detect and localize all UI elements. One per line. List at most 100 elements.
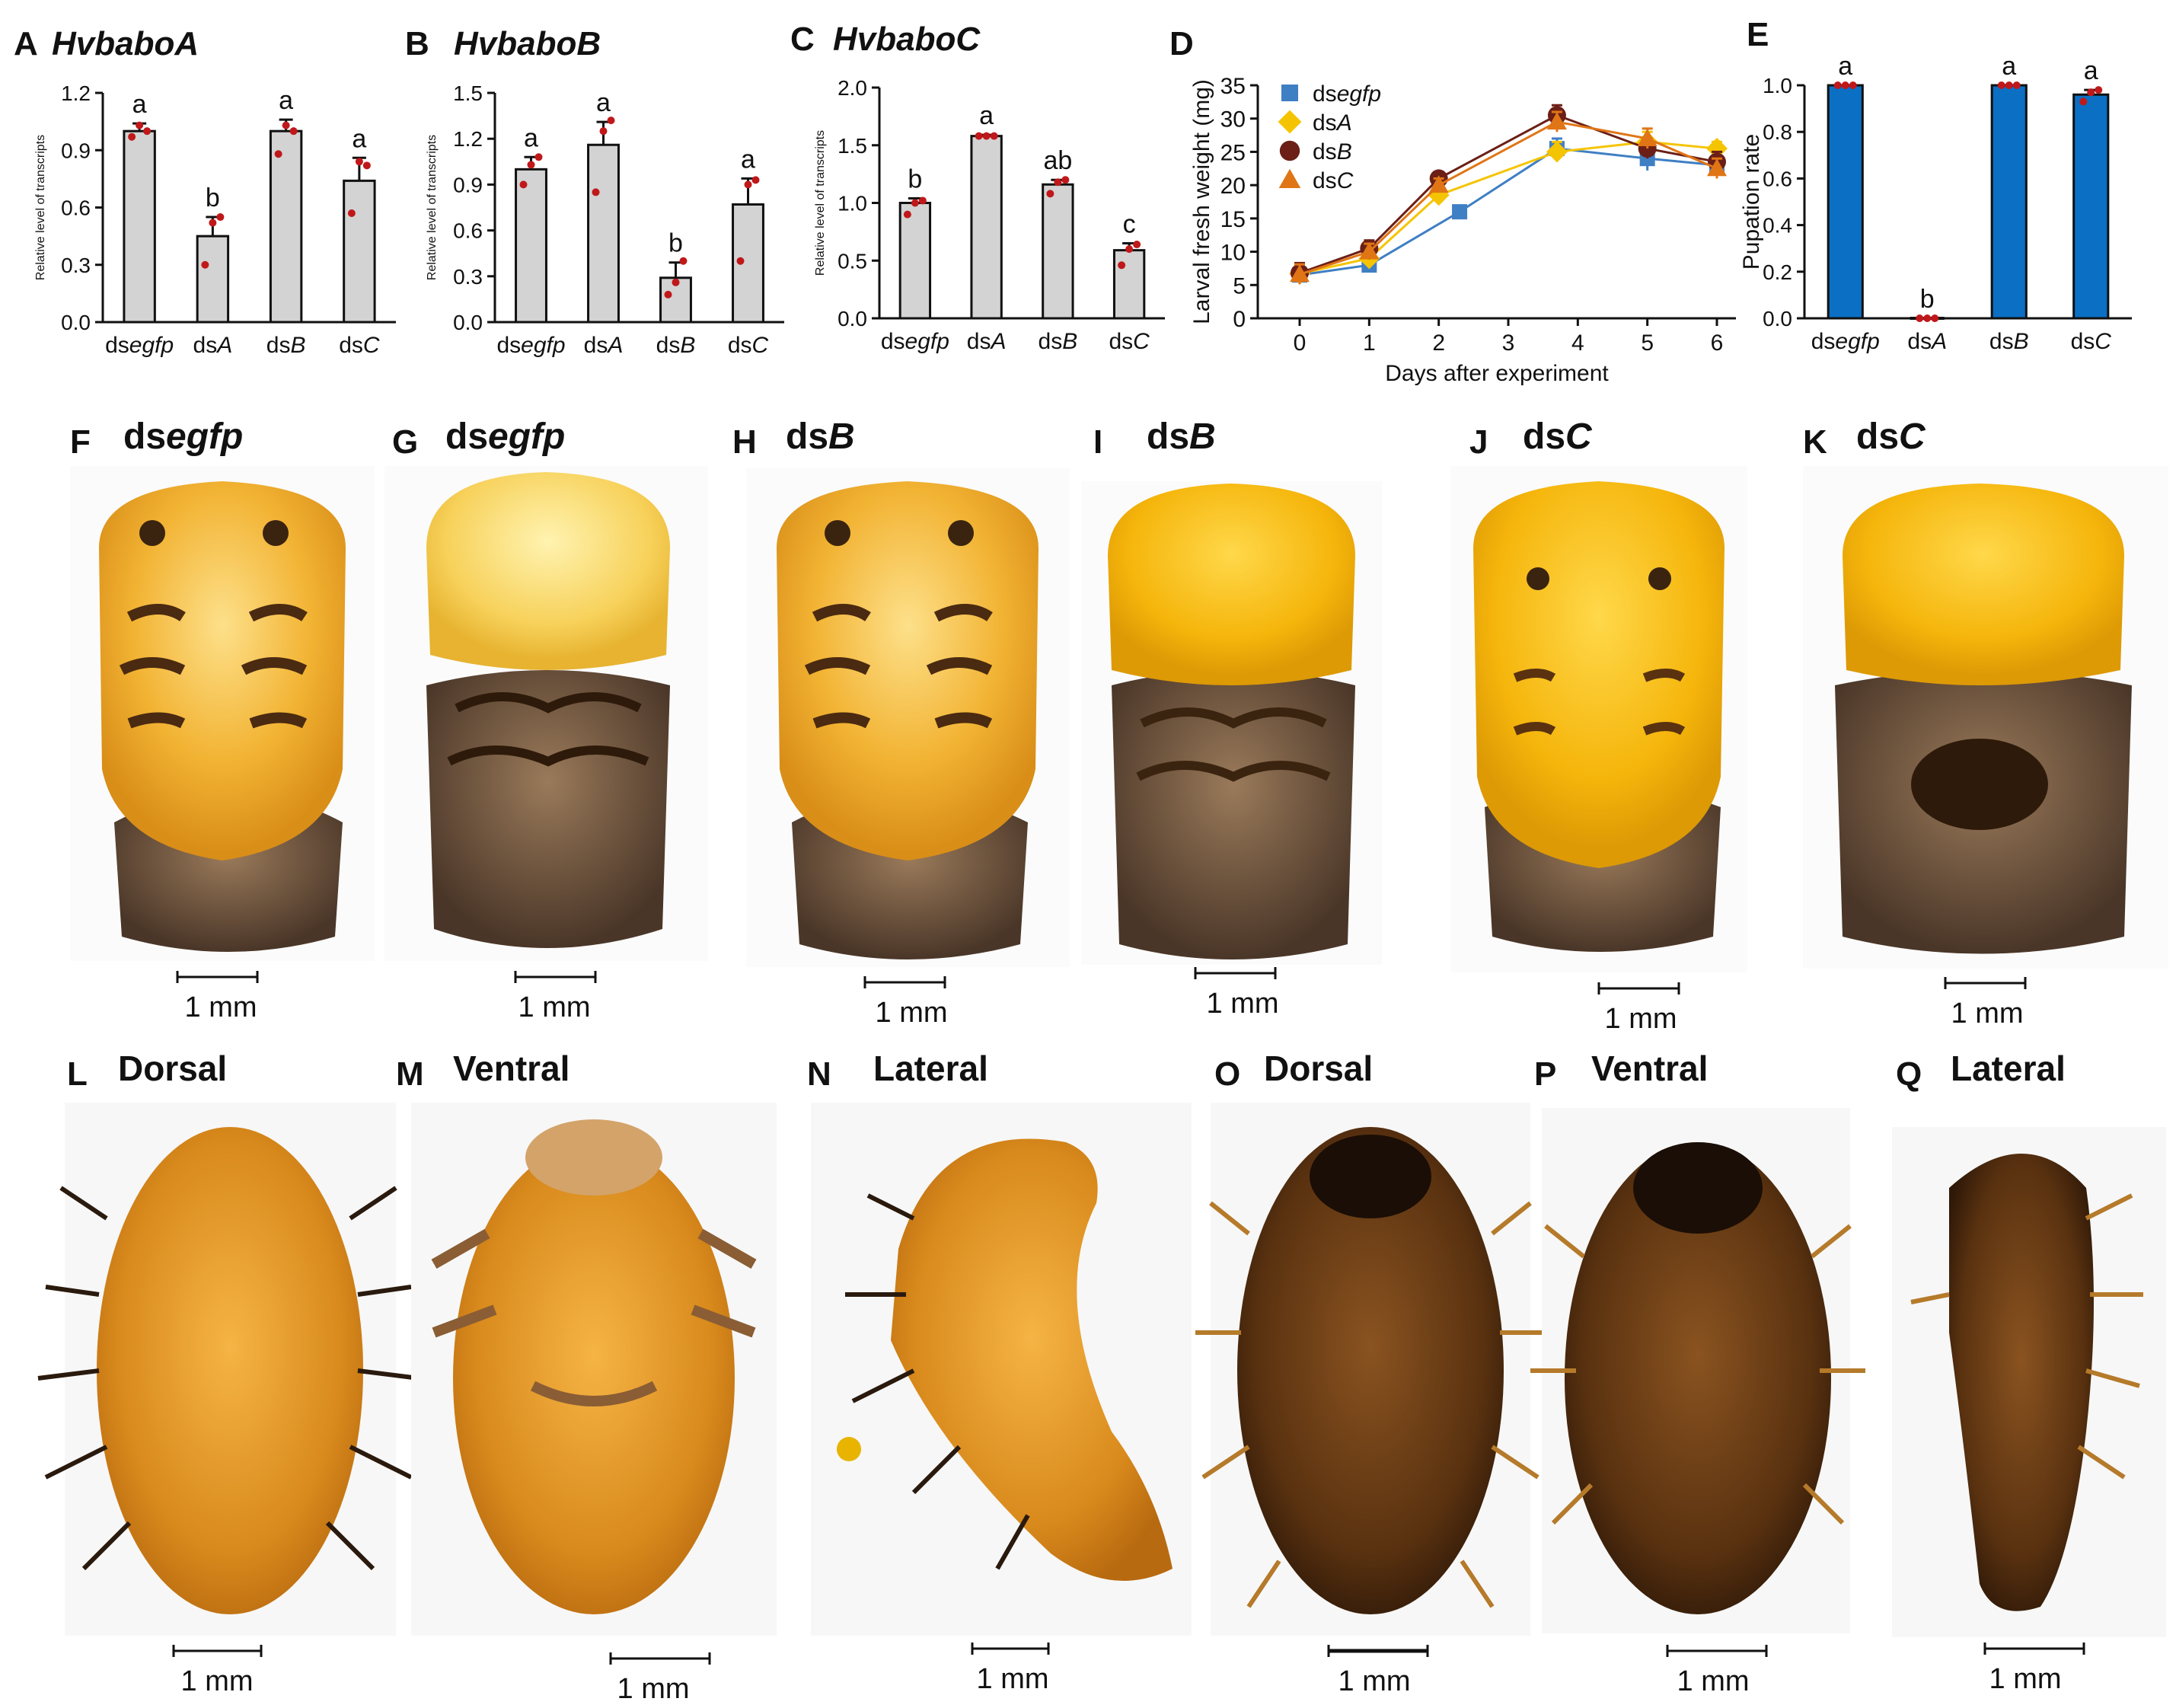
photo-letter: F — [70, 423, 91, 461]
y-tick-label: 15 — [1220, 207, 1246, 232]
data-point — [216, 213, 225, 222]
photo-letter: J — [1469, 423, 1488, 461]
x-tick-label: 0 — [1294, 330, 1307, 356]
y-tick-label: 1.0 — [838, 192, 867, 215]
data-point — [2012, 81, 2021, 89]
photo-treatment: dsB — [786, 417, 855, 457]
panel-D-letter: D — [1169, 25, 1194, 62]
chart-D: 0 5 10 15 20 25 30 35 0 1 2 3 4 5 6 Days after experime… — [1189, 74, 1736, 386]
significance-letter: a — [741, 145, 755, 174]
x-tick-label: 6 — [1711, 330, 1724, 356]
marker-diamond — [1706, 138, 1728, 160]
significance-letter: a — [524, 123, 538, 152]
photo-letter: N — [807, 1055, 831, 1093]
panel-B-title: B HvbaboB — [405, 25, 601, 62]
y-tick-label: 35 — [1220, 74, 1246, 99]
significance-letter: a — [279, 86, 293, 115]
marker-triangle — [1546, 112, 1567, 130]
bar — [515, 168, 547, 324]
photo-M — [411, 1103, 777, 1636]
photo-J — [1450, 466, 1747, 972]
larva-body — [97, 1127, 363, 1614]
category-label: dsC — [2071, 329, 2112, 354]
marker-diamond — [1546, 141, 1568, 163]
data-point — [744, 180, 752, 189]
y-tick-label: 0.0 — [453, 311, 483, 334]
data-point — [1849, 81, 1857, 89]
bar — [898, 202, 932, 320]
photo-letter: M — [396, 1055, 424, 1093]
y-tick-label: 0.4 — [1763, 214, 1792, 238]
panel-gene: HvbaboA — [52, 25, 199, 62]
photo-H — [746, 468, 1070, 967]
category-label: dsegfp — [496, 333, 565, 358]
y-tick-label: 0.6 — [1763, 167, 1792, 190]
significance-letter: a — [979, 101, 994, 130]
spines — [1195, 1201, 1546, 1608]
photo-letter: O — [1214, 1055, 1240, 1093]
marker-triangle — [1359, 241, 1380, 260]
dark-exuvia-center — [1911, 739, 2048, 830]
series-line — [1299, 120, 1718, 276]
photo-view: Dorsal — [118, 1049, 227, 1088]
y-axis-label: Pupation rate — [1739, 134, 1764, 270]
photo-treatment: dsegfp — [123, 417, 243, 457]
spot — [825, 520, 850, 546]
y-tick-label: 0.2 — [1763, 260, 1792, 284]
photo-treatment: dsC — [1856, 417, 1926, 457]
scale-bar-label: 1 mm — [876, 997, 948, 1029]
significance-letter: b — [668, 229, 683, 258]
significance-letter: b — [206, 184, 220, 212]
scale-bar-label: 1 mm — [1338, 1665, 1411, 1697]
photo-letter: P — [1534, 1055, 1556, 1093]
photo-O — [1195, 1103, 1546, 1636]
y-tick-label: 5 — [1233, 273, 1246, 299]
x-tick-label: 5 — [1641, 330, 1654, 356]
significance-letter: a — [2002, 52, 2016, 81]
data-point — [1916, 314, 1924, 322]
photo-I — [1081, 481, 1382, 965]
photo-view: Ventral — [453, 1049, 570, 1088]
category-label: dsegfp — [881, 329, 949, 354]
x-tick-label: 3 — [1502, 330, 1515, 356]
category-label: dsC — [339, 333, 380, 358]
category-label: dsB — [656, 333, 696, 358]
marker-triangle — [1707, 158, 1727, 177]
prepupa-body — [777, 481, 1039, 860]
legend-label: dsC — [1313, 168, 1354, 193]
data-point — [982, 132, 991, 140]
bar — [970, 135, 1003, 320]
category-label: dsB — [1039, 329, 1078, 354]
spines — [1910, 1193, 2143, 1480]
chart-C: 0.0 0.5 1.0 1.5 2.0 Relative level of transcr… — [814, 76, 1165, 354]
category-label: dsC — [1109, 329, 1150, 354]
panel-letter: B — [405, 25, 429, 62]
photo-view: Lateral — [873, 1049, 988, 1088]
larva-head — [525, 1119, 662, 1196]
panel-gene: HvbaboC — [833, 21, 981, 58]
data-point — [2005, 81, 2013, 89]
scale-bar-label: 1 mm — [1605, 1003, 1677, 1035]
significance-letter: c — [1123, 210, 1136, 239]
scale-bar-label: 1 mm — [518, 991, 591, 1023]
photo-treatment: dsegfp — [445, 417, 565, 457]
x-axis-label: Days after experiment — [1385, 361, 1609, 386]
scale-bar-label: 1 mm — [617, 1673, 690, 1705]
panel-C-title: C HvbaboC — [790, 21, 981, 58]
panel-letter: A — [14, 25, 38, 62]
bar — [343, 179, 376, 324]
series-line — [1299, 147, 1718, 276]
data-point — [1133, 241, 1141, 249]
larva-body — [891, 1138, 1173, 1581]
significance-letter: a — [132, 90, 147, 119]
y-tick-label: 1.2 — [453, 127, 483, 151]
y-tick-label: 0.0 — [1763, 307, 1792, 330]
scale-bar-label: 1 mm — [1951, 998, 2024, 1030]
segment-marks — [804, 604, 993, 729]
larva-body — [453, 1142, 735, 1614]
significance-letter: a — [596, 88, 611, 117]
y-tick-label: 0 — [1233, 307, 1246, 332]
spot — [948, 520, 974, 546]
significance-letter: b — [1920, 285, 1935, 314]
